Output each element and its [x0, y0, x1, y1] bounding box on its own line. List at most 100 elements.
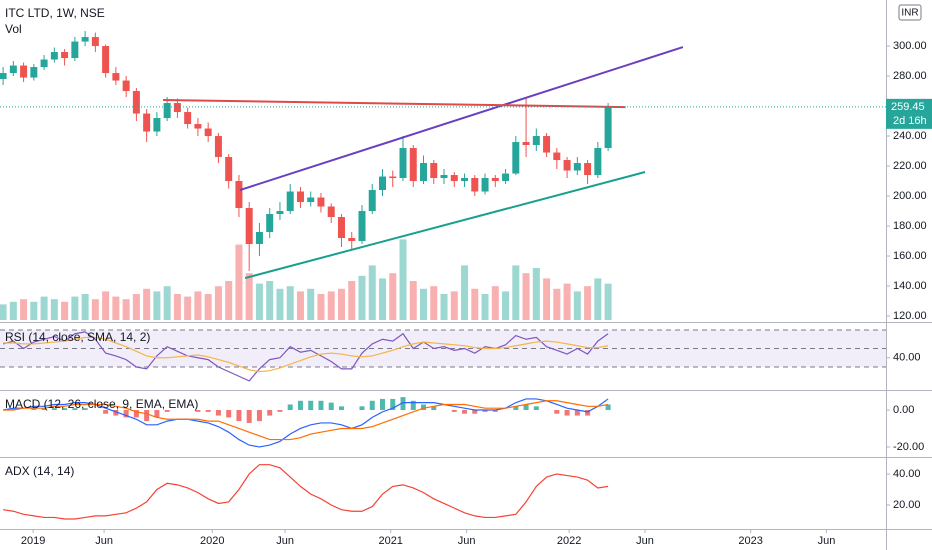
x-tick-label: Jun	[818, 535, 836, 547]
histogram-bar	[205, 410, 211, 412]
candle-body	[163, 103, 171, 119]
histogram-bar	[431, 406, 437, 411]
volume-bar	[194, 291, 202, 320]
volume-bar	[430, 286, 438, 320]
volume-bar	[594, 278, 602, 320]
histogram-bar	[62, 408, 68, 411]
y-tick-label: 120.00	[893, 310, 927, 322]
candle-body	[9, 65, 17, 74]
volume-bar	[225, 281, 233, 320]
candle-body	[348, 238, 356, 242]
volume-bar	[378, 278, 386, 320]
candle-body	[184, 112, 192, 125]
histogram-bar	[41, 408, 47, 411]
histogram-bar	[400, 397, 406, 411]
candle-body	[112, 73, 120, 81]
histogram-bar	[328, 402, 334, 411]
volume-bar	[450, 291, 458, 320]
volume-bar	[50, 299, 58, 320]
volume-bar	[286, 286, 294, 320]
y-tick-label: 40.00	[893, 352, 921, 364]
histogram-bar	[215, 410, 221, 416]
volume-bar	[461, 265, 469, 320]
volume-bar	[584, 286, 592, 320]
y-tick-label: -20.00	[893, 441, 924, 453]
volume-bar	[255, 283, 263, 320]
candle-body	[40, 59, 48, 68]
histogram-bar	[472, 410, 478, 414]
histogram-bar	[390, 398, 396, 411]
histogram-bar	[31, 408, 37, 411]
volume-bar	[81, 294, 89, 320]
volume-bar	[91, 299, 99, 320]
candle-body	[604, 106, 612, 149]
y-tick-label: 180.00	[893, 220, 927, 232]
volume-bar	[266, 281, 274, 320]
candle-body	[276, 211, 284, 215]
candle-body	[81, 37, 89, 42]
volume-bar	[420, 288, 428, 320]
candle-body	[399, 148, 407, 179]
volume-bar	[214, 286, 222, 320]
candle-body	[20, 65, 28, 78]
volume-bar	[471, 288, 479, 320]
volume-bar	[61, 301, 69, 320]
series-line	[2, 464, 609, 520]
histogram-bar	[72, 408, 78, 411]
volume-bar	[30, 301, 38, 320]
histogram-bar	[113, 410, 119, 416]
volume-bar	[296, 291, 304, 320]
volume-bar	[543, 278, 551, 320]
volume-bar	[163, 286, 171, 320]
histogram-bar	[585, 410, 591, 416]
candle-body	[132, 91, 140, 114]
y-tick-label: 220.00	[893, 160, 927, 172]
volume-bar	[173, 294, 181, 320]
histogram-bar	[164, 410, 170, 412]
histogram-bar	[308, 400, 314, 411]
candle-body	[409, 148, 417, 182]
candle-body	[61, 52, 69, 59]
histogram-bar	[451, 410, 457, 412]
histogram-bar	[513, 406, 519, 411]
candle-body	[286, 191, 294, 212]
trend-line	[163, 99, 626, 109]
candle-body	[358, 211, 366, 242]
candle-body	[307, 197, 315, 203]
x-tick-label: 2022	[557, 535, 581, 547]
volume-bar	[0, 304, 7, 320]
volume-bar	[502, 291, 510, 320]
volume-bar	[532, 268, 540, 320]
series-line	[3, 400, 609, 441]
candle-body	[471, 178, 479, 192]
candle-body	[481, 178, 489, 192]
volume-bar	[235, 244, 243, 320]
volume-bar	[563, 283, 571, 320]
histogram-bar	[226, 410, 232, 418]
candle-body	[153, 118, 161, 132]
volume-bar	[245, 273, 253, 320]
candle-body	[512, 142, 520, 174]
candle-body	[50, 52, 58, 60]
rsi-title: RSI (14, close, SMA, 14, 2)	[5, 330, 150, 344]
histogram-bar	[574, 410, 580, 416]
volume-bar	[491, 286, 499, 320]
y-tick-label: 20.00	[893, 499, 921, 511]
candle-body	[543, 136, 551, 153]
histogram-bar	[154, 410, 160, 418]
symbol-title: ITC LTD, 1W, NSE	[5, 6, 105, 20]
histogram-bar	[246, 410, 252, 423]
candle-body	[225, 157, 233, 182]
y-tick-label: 40.00	[893, 468, 921, 480]
x-tick-label: 2021	[378, 535, 402, 547]
x-tick-label: Jun	[276, 535, 294, 547]
histogram-bar	[379, 398, 385, 411]
candle-body	[296, 191, 304, 203]
histogram-bar	[133, 410, 139, 418]
currency-box[interactable]	[898, 4, 922, 21]
candle-body	[491, 178, 499, 182]
x-tick-label: 2019	[21, 535, 45, 547]
candle-body	[553, 152, 561, 161]
histogram-bar	[236, 410, 242, 422]
